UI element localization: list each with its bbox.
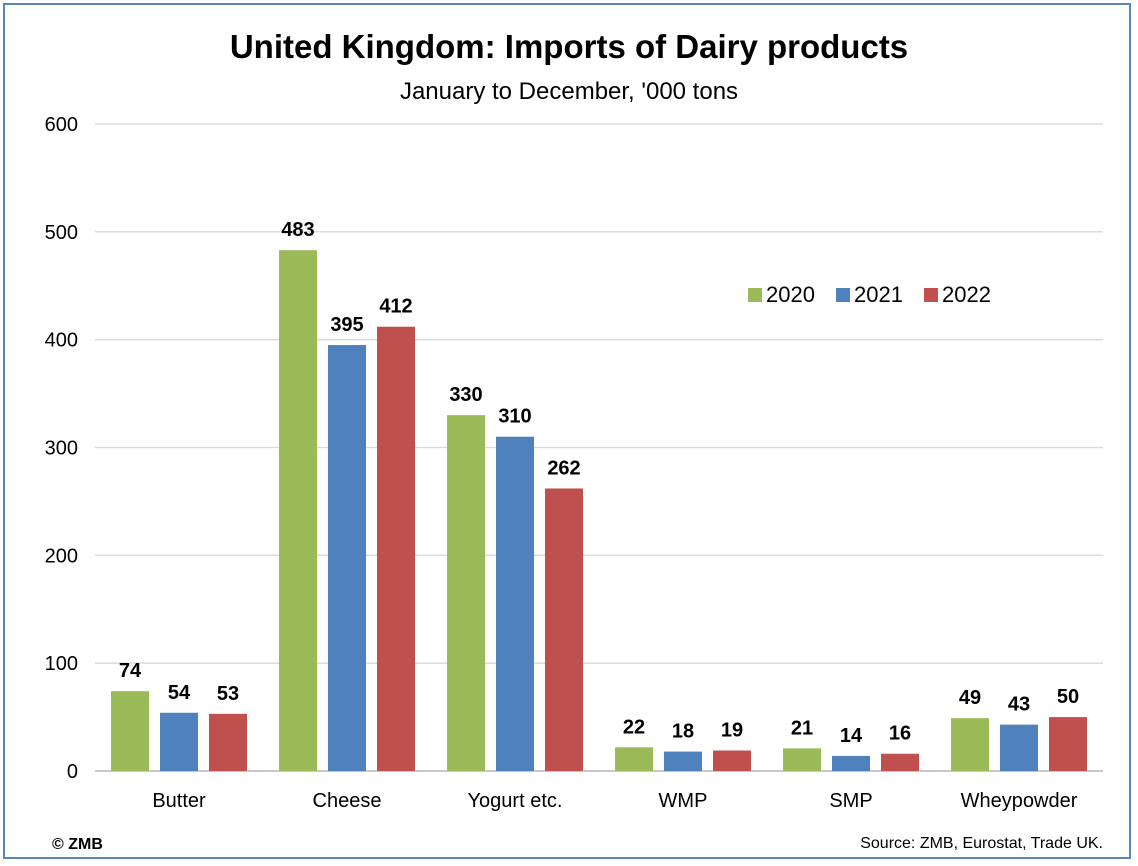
data-label: 74 xyxy=(119,660,142,682)
data-label: 395 xyxy=(330,314,363,336)
legend-swatch xyxy=(924,288,938,302)
y-tick-label: 500 xyxy=(45,222,78,244)
y-tick-label: 0 xyxy=(67,761,78,783)
bars xyxy=(111,250,1087,772)
data-label: 16 xyxy=(889,723,911,745)
bar xyxy=(545,488,583,771)
gridlines xyxy=(95,123,1103,772)
bar xyxy=(209,713,247,771)
bar xyxy=(328,345,366,771)
data-label: 53 xyxy=(217,683,239,705)
bar xyxy=(615,747,653,771)
data-labels: 74 54 53 483 395 412 330 310 262 22 18 19 21 14 16 49 43… xyxy=(119,219,1079,747)
bar xyxy=(1049,717,1087,771)
y-axis-ticks: 0 100 200 300 400 500 600 xyxy=(45,114,78,783)
bar xyxy=(111,691,149,771)
y-tick-label: 400 xyxy=(45,330,78,352)
data-label: 14 xyxy=(840,725,863,747)
legend-swatch xyxy=(748,288,762,302)
data-label: 330 xyxy=(449,384,482,406)
data-label: 21 xyxy=(791,717,813,739)
y-tick-label: 100 xyxy=(45,653,78,675)
x-axis-labels: Butter Cheese Yogurt etc. WMP SMP Wheypowder xyxy=(152,790,1077,812)
data-label: 19 xyxy=(721,720,743,742)
data-label: 483 xyxy=(281,219,314,241)
legend-label: 2020 xyxy=(766,282,815,307)
legend-label: 2021 xyxy=(854,282,903,307)
bar xyxy=(832,755,870,771)
x-tick-label: WMP xyxy=(659,790,708,812)
bar xyxy=(783,748,821,771)
bar xyxy=(1000,724,1038,771)
bar xyxy=(377,326,415,771)
data-label: 50 xyxy=(1057,686,1079,708)
bar xyxy=(496,436,534,771)
data-label: 412 xyxy=(379,296,412,318)
data-label: 54 xyxy=(168,682,191,704)
bar xyxy=(279,250,317,772)
bar xyxy=(447,415,485,771)
y-tick-label: 300 xyxy=(45,438,78,460)
data-label: 22 xyxy=(623,716,645,738)
legend: 2020 2021 2022 xyxy=(748,282,991,307)
bar xyxy=(881,753,919,771)
legend-label: 2022 xyxy=(942,282,991,307)
bar xyxy=(713,750,751,771)
data-label: 43 xyxy=(1008,694,1030,716)
data-label: 310 xyxy=(498,406,531,428)
copyright-text: © ZMB xyxy=(52,836,103,853)
data-label: 49 xyxy=(959,687,981,709)
x-tick-label: SMP xyxy=(829,790,872,812)
bar xyxy=(160,712,198,771)
chart-title: United Kingdom: Imports of Dairy product… xyxy=(229,28,909,65)
y-tick-label: 200 xyxy=(45,545,78,567)
source-text: Source: ZMB, Eurostat, Trade UK. xyxy=(860,835,1103,852)
data-label: 262 xyxy=(547,457,580,479)
data-label: 18 xyxy=(672,721,694,743)
x-tick-label: Butter xyxy=(152,790,206,812)
bar xyxy=(664,751,702,771)
bar xyxy=(951,718,989,771)
x-tick-label: Wheypowder xyxy=(961,790,1078,812)
chart-subtitle: January to December, '000 tons xyxy=(399,78,739,105)
legend-swatch xyxy=(836,288,850,302)
x-tick-label: Cheese xyxy=(313,790,382,812)
y-tick-label: 600 xyxy=(45,114,78,136)
x-tick-label: Yogurt etc. xyxy=(468,790,563,812)
